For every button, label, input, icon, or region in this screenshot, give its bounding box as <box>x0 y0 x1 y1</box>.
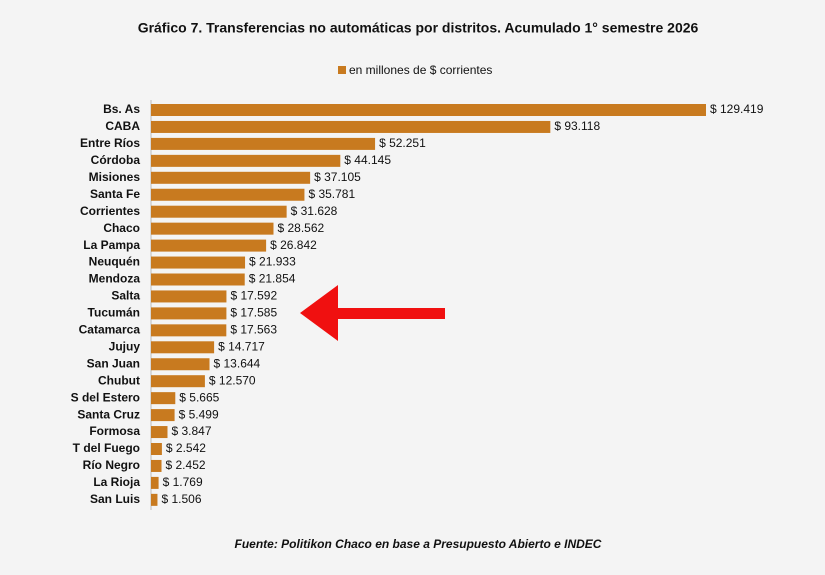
category-label: Misiones <box>89 170 141 184</box>
category-label: Salta <box>111 289 140 303</box>
bar <box>151 341 215 354</box>
value-label: $ 37.105 <box>314 170 361 184</box>
value-label: $ 21.854 <box>249 272 296 286</box>
value-label: $ 31.628 <box>291 204 338 218</box>
bar <box>151 324 227 337</box>
category-label: Mendoza <box>89 272 141 286</box>
value-label: $ 26.842 <box>270 238 317 252</box>
bar <box>151 409 175 422</box>
value-label: $ 12.570 <box>209 373 256 387</box>
bar <box>151 459 162 472</box>
bar <box>151 476 159 489</box>
bar <box>151 426 168 439</box>
value-label: $ 5.499 <box>179 407 219 421</box>
category-label: Catamarca <box>79 323 141 337</box>
bar <box>151 171 311 184</box>
bar <box>151 154 341 167</box>
value-label: $ 17.585 <box>230 306 277 320</box>
bar <box>151 137 376 150</box>
value-label: $ 52.251 <box>379 136 426 150</box>
value-label: $ 5.665 <box>179 390 219 404</box>
chart-title: Gráfico 7. Transferencias no automáticas… <box>138 20 699 36</box>
category-label: Santa Cruz <box>77 407 140 421</box>
value-label: $ 1.769 <box>163 475 203 489</box>
bar <box>151 443 162 455</box>
bar <box>151 239 267 252</box>
value-label: $ 129.419 <box>710 102 764 116</box>
bar <box>151 493 158 506</box>
bar <box>151 273 245 286</box>
bar <box>151 222 274 235</box>
category-label: San Luis <box>90 492 140 506</box>
value-label: $ 17.563 <box>230 323 277 337</box>
category-label: Jujuy <box>109 339 141 353</box>
bar <box>151 188 305 201</box>
category-label: Corrientes <box>80 204 140 218</box>
category-label: La Pampa <box>83 238 140 252</box>
category-label: Tucumán <box>88 306 140 320</box>
bar <box>151 358 210 371</box>
bar <box>151 104 706 116</box>
bar <box>151 290 227 303</box>
value-label: $ 93.118 <box>554 119 600 133</box>
category-label: S del Estero <box>71 390 140 404</box>
category-label: T del Fuego <box>73 441 140 455</box>
category-label: Bs. As <box>103 102 140 116</box>
value-label: $ 13.644 <box>214 356 261 370</box>
value-label: $ 2.542 <box>166 441 206 455</box>
value-label: $ 14.717 <box>218 339 265 353</box>
category-label: Santa Fe <box>90 187 140 201</box>
category-label: Córdoba <box>91 153 141 167</box>
source-note: Fuente: Politikon Chaco en base a Presup… <box>235 537 602 551</box>
bar <box>151 256 246 269</box>
category-label: Neuquén <box>89 255 140 269</box>
value-label: $ 28.562 <box>277 221 324 235</box>
value-label: $ 17.592 <box>230 289 277 303</box>
value-label: $ 44.145 <box>344 153 391 167</box>
value-label: $ 3.847 <box>171 424 211 438</box>
category-label: Entre Ríos <box>80 136 140 150</box>
category-label: CABA <box>105 119 140 133</box>
legend-label: en millones de $ corrientes <box>349 63 492 77</box>
highlight-arrow <box>300 285 445 341</box>
category-label: Chubut <box>98 373 140 387</box>
value-label: $ 21.933 <box>249 255 296 269</box>
category-label: Chaco <box>103 221 140 235</box>
category-label: La Rioja <box>93 475 140 489</box>
value-label: $ 1.506 <box>161 492 201 506</box>
category-label: Río Negro <box>83 458 140 472</box>
legend-swatch <box>338 66 346 74</box>
bar <box>151 307 227 320</box>
category-label: Formosa <box>89 424 140 438</box>
category-label: San Juan <box>87 356 140 370</box>
bar <box>151 392 176 405</box>
bar <box>151 205 287 218</box>
value-label: $ 2.452 <box>166 458 206 472</box>
bar <box>151 375 205 388</box>
value-label: $ 35.781 <box>308 187 355 201</box>
bar <box>151 120 551 133</box>
